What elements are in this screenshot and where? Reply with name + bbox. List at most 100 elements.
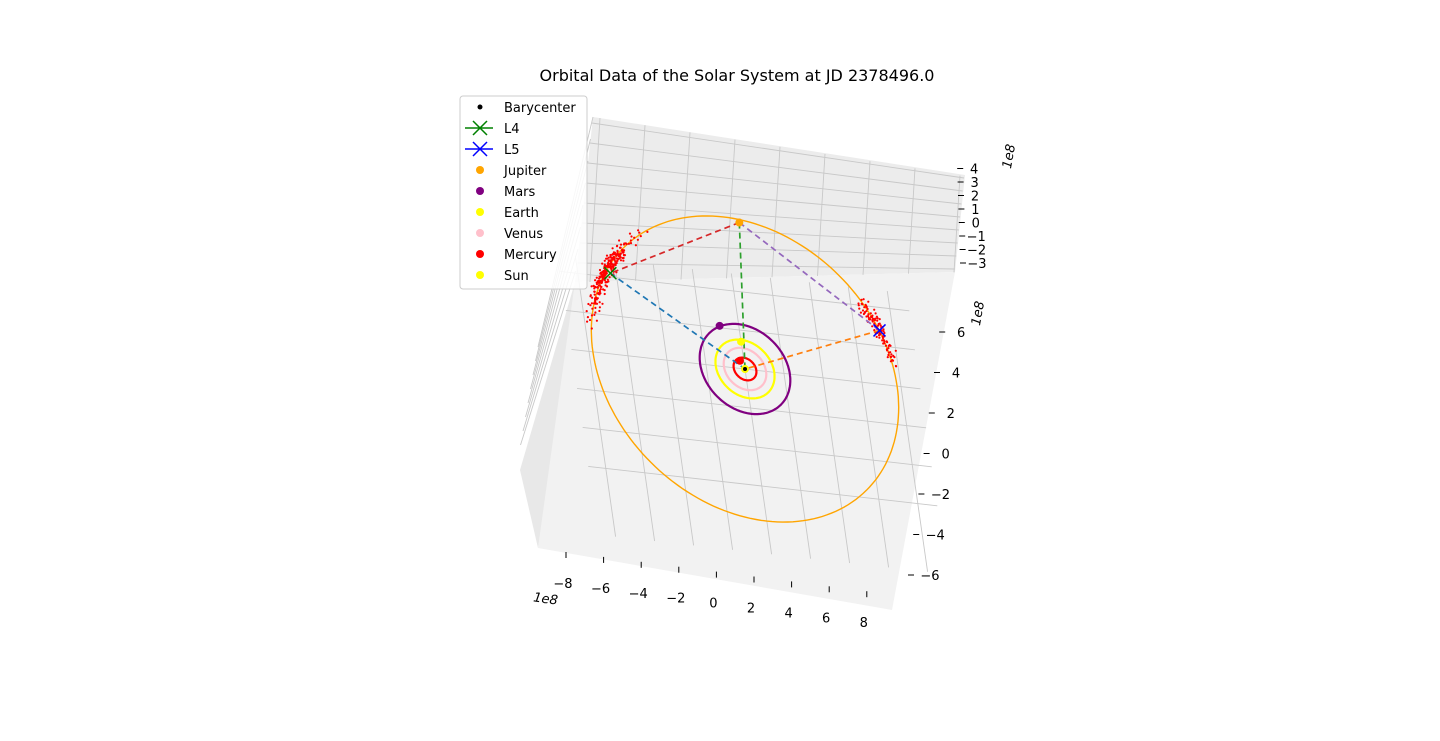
asteroid-point [882, 330, 885, 333]
asteroid-point [600, 275, 603, 278]
asteroid-point [611, 253, 614, 256]
asteroid-point [646, 230, 649, 233]
orbit-venus [722, 346, 768, 392]
grid-line-back [817, 153, 826, 277]
legend-label-l4: L4 [504, 122, 520, 137]
legend-label-l5: L5 [504, 143, 520, 158]
asteroid-point [602, 272, 606, 275]
asteroid-point [867, 300, 870, 303]
x-tick-label: −2 [666, 592, 685, 607]
asteroid-point [601, 279, 604, 282]
body-mars [715, 321, 724, 330]
asteroid-point [637, 229, 640, 232]
asteroid-point [602, 288, 605, 291]
asteroid-point [630, 235, 633, 238]
orbit-jupiter [590, 215, 900, 523]
asteroid-point [595, 319, 599, 322]
legend-label-earth: Earth [504, 206, 539, 221]
asteroid-point [881, 335, 884, 338]
z-tick-label: 3 [970, 176, 978, 191]
asteroid-point [612, 266, 615, 269]
asteroid-point [636, 238, 640, 241]
asteroid-point [605, 270, 608, 273]
asteroid-point [600, 285, 603, 288]
asteroid-point [596, 286, 599, 289]
asteroid-point [627, 242, 631, 245]
asteroid-point [894, 349, 897, 352]
asteroid-point [863, 306, 866, 309]
legend: Barycenter L4 L5 Jupiter Mars Earth Venus Mercu… [459, 95, 588, 290]
asteroid-point [601, 270, 604, 273]
asteroid-point [599, 292, 602, 295]
grid-line-y [565, 309, 915, 351]
asteroid-point [616, 244, 619, 247]
legend-label-mars: Mars [504, 185, 536, 200]
asteroid-point [593, 313, 596, 316]
grid-line-x [808, 282, 851, 564]
asteroid-point [591, 296, 594, 299]
asteroid-point [887, 353, 890, 357]
z-tick-label: 4 [970, 163, 978, 178]
asteroid-point [629, 242, 633, 245]
asteroid-point [877, 324, 880, 327]
legend-label-venus: Venus [504, 227, 543, 242]
asteroid-point [585, 310, 588, 313]
x-tick-label: 0 [709, 597, 717, 612]
asteroid-point [858, 307, 861, 310]
grid-line-x [886, 290, 929, 572]
asteroid-point [860, 298, 863, 301]
body-earth [737, 337, 746, 346]
asteroid-point [598, 268, 602, 272]
asteroid-point [589, 304, 592, 307]
asteroid-point [873, 329, 876, 332]
asteroid-point [857, 304, 860, 307]
legend-marker-l5 [472, 141, 488, 157]
asteroid-point [597, 279, 600, 283]
asteroid-point [883, 342, 886, 345]
grid-line-back [908, 168, 916, 274]
asteroid-point [597, 281, 600, 284]
asteroid-point [639, 235, 642, 238]
asteroid-point [618, 239, 621, 242]
legend-label-jupiter: Jupiter [503, 164, 547, 179]
asteroid-point [878, 336, 881, 339]
asteroid-point [598, 284, 602, 287]
asteroid-point [600, 281, 603, 285]
asteroid-point [607, 256, 610, 259]
asteroid-point [622, 259, 625, 262]
asteroid-point [895, 365, 898, 368]
asteroid-point [610, 267, 613, 270]
asteroid-point [622, 243, 626, 246]
asteroid-point [884, 344, 888, 347]
asteroid-point [591, 307, 594, 310]
grid-line-z [589, 142, 963, 192]
legend-marker-l4 [472, 120, 488, 136]
asteroid-point [890, 353, 893, 356]
asteroid-point [590, 327, 593, 330]
asteroid-point [604, 273, 607, 276]
asteroid-point [595, 302, 599, 305]
asteroid-point [587, 302, 590, 306]
connector-jupiter-l4 [610, 221, 740, 275]
asteroid-point [607, 259, 610, 262]
chart-title: Orbital Data of the Solar System at JD 2… [540, 66, 935, 85]
asteroid-point [881, 339, 884, 342]
asteroid-point [598, 306, 602, 309]
asteroid-point [876, 319, 879, 322]
asteroid-point [588, 318, 592, 322]
asteroid-point [614, 260, 617, 263]
legend-marker-jupiter [476, 166, 484, 174]
asteroid-point [589, 295, 592, 298]
grid-line-z [583, 202, 959, 231]
grid-line-back [589, 117, 601, 283]
asteroid-point [865, 305, 868, 308]
grid-line-z [581, 222, 958, 244]
asteroid-point [595, 283, 599, 286]
asteroid-point [869, 315, 873, 319]
asteroid-point [873, 322, 876, 325]
y-tick-label: 2 [947, 407, 955, 422]
asteroid-points [585, 229, 898, 368]
grid-line-back [680, 132, 691, 280]
x-tick-label: −4 [629, 587, 648, 602]
